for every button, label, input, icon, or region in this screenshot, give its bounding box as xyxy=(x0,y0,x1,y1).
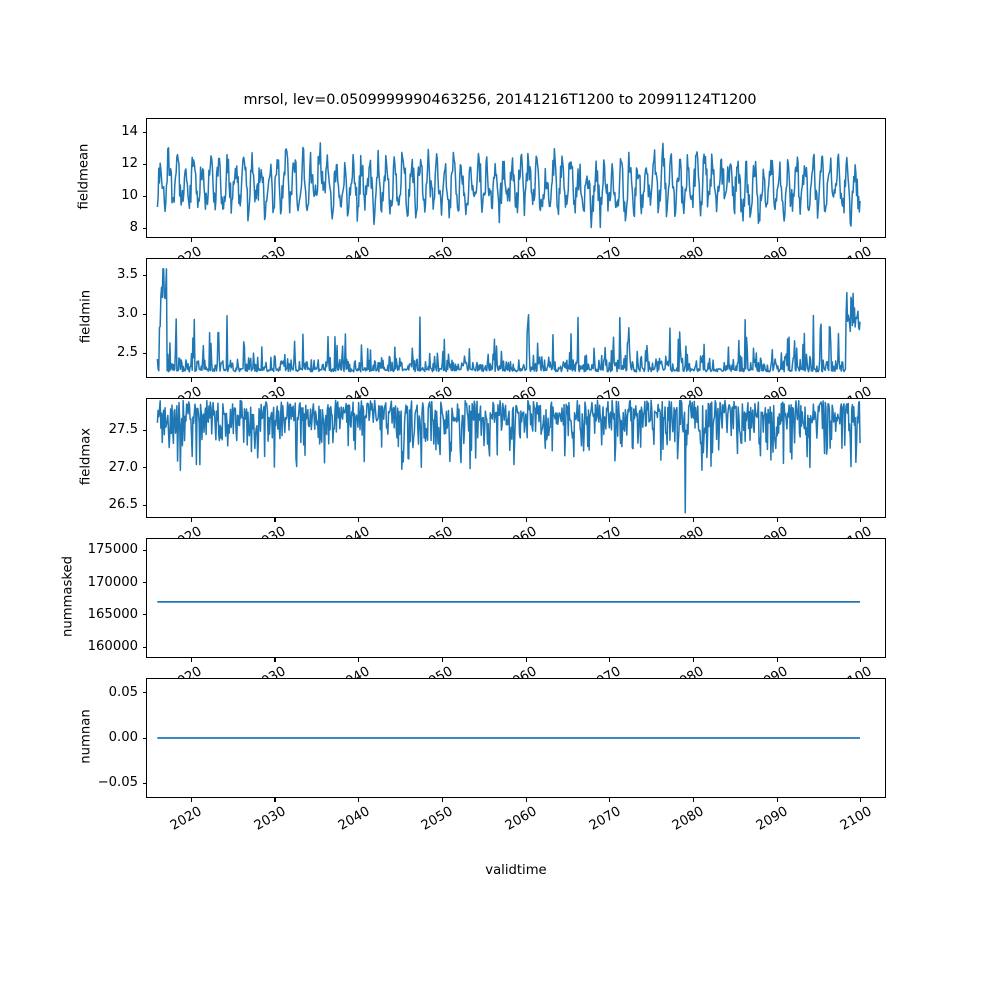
x-tick-mark xyxy=(190,798,192,802)
x-tick-mark xyxy=(692,658,695,662)
x-tick-mark xyxy=(609,378,611,382)
y-tick-mark xyxy=(142,163,146,165)
x-tick-mark xyxy=(525,238,527,242)
y-tick-mark xyxy=(142,692,146,694)
x-tick-mark xyxy=(609,658,611,662)
x-tick-mark xyxy=(441,378,443,382)
x-tick-mark xyxy=(525,658,527,662)
y-tick-label: −0.05 xyxy=(97,775,138,791)
x-tick-mark xyxy=(609,518,611,522)
y-tick-mark xyxy=(142,131,146,133)
x-tick-mark xyxy=(274,798,276,802)
x-tick-mark xyxy=(609,238,611,242)
y-tick-label: 3.0 xyxy=(117,306,138,322)
y-tick-mark xyxy=(142,195,146,197)
y-tick-label: 0.00 xyxy=(108,730,138,745)
y-tick-mark xyxy=(142,504,146,506)
x-tick-mark xyxy=(860,238,862,242)
panel-numnan: −0.05 0.00 0.05 2020 2030 2040 2050 2060 2070 208… xyxy=(79,678,886,834)
y-axis-label-fieldmax: fieldmax xyxy=(78,427,94,486)
y-tick-mark xyxy=(142,737,146,739)
panel-fieldmax: 26.527.027.52020203020402050206020702080… xyxy=(79,398,886,554)
y-tick-label: 165000 xyxy=(87,606,138,622)
x-tick-mark xyxy=(692,238,695,242)
y-tick-label: 27.5 xyxy=(108,422,138,438)
x-tick-mark xyxy=(776,658,778,662)
x-tick-mark xyxy=(441,798,443,802)
y-tick-label: 27.0 xyxy=(108,459,138,475)
y-tick-label: 3.5 xyxy=(117,267,138,283)
y-tick-mark xyxy=(142,646,146,648)
y-axis-label-nummasked: nummasked xyxy=(60,556,76,638)
y-tick-label: 160000 xyxy=(87,639,138,655)
series-line-fieldmax xyxy=(156,399,861,514)
y-tick-mark xyxy=(142,429,146,431)
x-tick-mark xyxy=(358,238,360,242)
x-tick-mark xyxy=(274,518,276,522)
x-tick-mark xyxy=(274,658,276,662)
y-tick-mark xyxy=(142,227,146,229)
x-tick-mark xyxy=(692,798,695,802)
x-tick-mark xyxy=(441,658,443,662)
x-tick-mark xyxy=(190,378,192,382)
panel-fieldmean: 8101214202020302040205020602070208020902… xyxy=(77,118,886,274)
x-tick-mark xyxy=(441,518,443,522)
panel-nummasked: 1600001650001700001750002020203020402050… xyxy=(61,538,886,694)
x-tick-mark xyxy=(274,378,276,382)
y-tick-mark xyxy=(142,467,146,469)
x-tick-mark xyxy=(525,378,527,382)
y-tick-mark xyxy=(142,274,146,276)
x-tick-mark xyxy=(190,518,192,522)
x-tick-mark xyxy=(358,658,360,662)
x-tick-mark xyxy=(860,798,862,802)
series-line-numnan xyxy=(157,737,861,739)
y-tick-mark xyxy=(142,582,146,584)
x-tick-mark xyxy=(776,518,778,522)
panel-frame-nummasked xyxy=(146,538,886,658)
x-tick-mark xyxy=(358,378,360,382)
x-tick-mark xyxy=(776,238,778,242)
x-tick-mark xyxy=(692,378,695,382)
panel-fieldmin: 2.53.03.52020203020402050206020702080209… xyxy=(79,258,886,414)
y-tick-label: 175000 xyxy=(87,542,138,558)
x-tick-mark xyxy=(441,238,443,242)
y-tick-label: 12 xyxy=(121,156,138,172)
x-tick-mark xyxy=(274,238,276,242)
y-tick-label: 0.05 xyxy=(108,684,138,700)
x-tick-mark xyxy=(860,658,862,662)
y-tick-label: 26.5 xyxy=(108,497,138,513)
x-tick-mark xyxy=(609,798,611,802)
x-tick-mark xyxy=(190,658,192,662)
figure-title: mrsol, lev=0.0509999990463256, 20141216T… xyxy=(243,92,757,108)
y-tick-label: 170000 xyxy=(87,574,138,590)
y-tick-label: 10 xyxy=(121,188,138,204)
y-tick-label: 8 xyxy=(129,220,138,236)
x-axis-label: validtime xyxy=(485,863,547,878)
series-line-fieldmean xyxy=(156,142,861,229)
y-tick-mark xyxy=(142,614,146,616)
y-tick-label: 14 xyxy=(121,124,138,140)
series-line-fieldmin xyxy=(156,268,861,373)
x-tick-mark xyxy=(358,518,360,522)
x-tick-mark xyxy=(358,798,360,802)
x-tick-mark xyxy=(190,238,192,242)
x-tick-mark xyxy=(776,798,778,802)
y-tick-label: 2.5 xyxy=(117,345,138,361)
series-line-nummasked xyxy=(157,601,861,603)
y-axis-label-numnan: numnan xyxy=(78,709,94,764)
y-tick-mark xyxy=(142,549,146,551)
x-tick-mark xyxy=(525,518,527,522)
x-tick-mark xyxy=(692,518,695,522)
y-tick-mark xyxy=(142,313,146,315)
x-tick-mark xyxy=(860,518,862,522)
y-tick-mark xyxy=(142,782,146,785)
x-tick-mark xyxy=(525,798,527,802)
x-tick-mark xyxy=(776,378,778,382)
x-tick-mark xyxy=(860,378,862,382)
panel-frame-fieldmin xyxy=(146,258,886,378)
y-tick-mark xyxy=(142,352,146,354)
